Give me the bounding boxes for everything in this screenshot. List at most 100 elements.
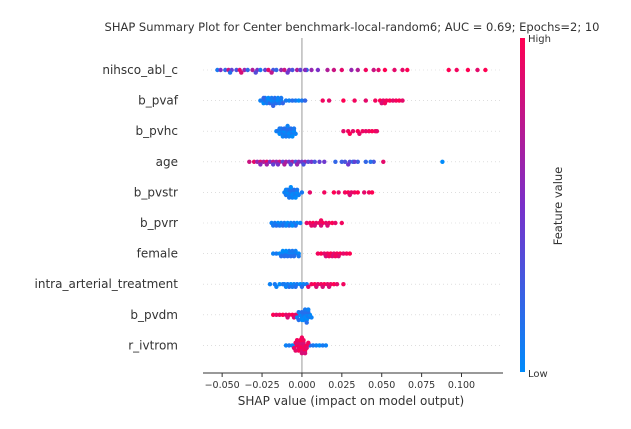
shap-point — [352, 98, 357, 103]
shap-point — [393, 98, 399, 103]
shap-point — [293, 223, 298, 228]
feature-label: r_ivtrom — [128, 338, 178, 352]
row-guide-lines — [203, 69, 503, 346]
shap-point — [326, 98, 332, 103]
shap-point — [350, 129, 356, 134]
shap-point — [255, 159, 260, 164]
shap-point — [347, 251, 352, 256]
shap-point — [360, 129, 365, 134]
shap-point — [446, 67, 451, 73]
colorbar-high-label: High — [528, 34, 551, 45]
shap-point — [302, 98, 308, 103]
feature-label: nihsco_abl_c — [102, 63, 178, 77]
shap-point — [288, 185, 293, 190]
x-tick-label: 0.000 — [288, 380, 315, 391]
feature-label: female — [137, 247, 178, 261]
shap-point — [274, 67, 279, 73]
shap-point — [290, 223, 295, 228]
shap-point — [258, 67, 263, 73]
shap-point — [283, 98, 289, 103]
shap-point — [287, 223, 292, 228]
x-tick-label: −0.025 — [244, 380, 279, 391]
shap-point — [274, 223, 279, 228]
shap-point — [280, 248, 285, 254]
shap-point — [274, 284, 279, 289]
shap-point — [339, 220, 344, 226]
shap-point — [314, 284, 319, 289]
shap-point — [288, 126, 293, 131]
x-tick-label: −0.050 — [205, 380, 240, 391]
shap-point — [333, 220, 338, 226]
shap-point — [483, 67, 488, 73]
shap-point — [218, 67, 223, 73]
shap-point — [363, 67, 368, 73]
x-tick-label: 0.100 — [448, 380, 475, 391]
shap-point — [376, 67, 381, 73]
shap-point — [283, 284, 289, 289]
shap-point — [320, 98, 325, 103]
shap-point — [369, 190, 375, 195]
shap-point — [318, 223, 324, 228]
shap-point — [312, 223, 317, 228]
shap-point — [283, 248, 289, 254]
shap-point — [290, 284, 295, 289]
colorbar — [520, 38, 525, 372]
shap-point — [282, 254, 287, 259]
shap-point — [322, 159, 327, 164]
shap-point — [306, 284, 311, 289]
shap-point — [283, 134, 289, 139]
shap-point — [302, 307, 308, 312]
shap-point — [349, 67, 354, 73]
shap-point — [331, 282, 337, 287]
shap-point — [323, 254, 329, 259]
shap-point — [352, 159, 357, 164]
shap-point — [346, 162, 351, 167]
shap-point — [333, 159, 338, 164]
shap-point — [299, 317, 305, 323]
shap-point — [309, 223, 314, 228]
shap-point — [306, 340, 311, 345]
shap-point — [215, 67, 220, 73]
shap-point — [275, 95, 281, 101]
shap-point — [287, 195, 292, 200]
shap-points — [215, 67, 488, 356]
shap-point — [290, 98, 295, 103]
feature-label: intra_arterial_treatment — [35, 277, 179, 291]
shap-point — [282, 162, 287, 167]
shap-point — [258, 162, 263, 167]
shap-point — [355, 67, 360, 73]
shap-point — [363, 98, 368, 103]
shap-point — [299, 190, 305, 195]
shap-point — [369, 129, 375, 134]
shap-point — [287, 134, 292, 139]
shap-point — [352, 190, 357, 195]
shap-point — [322, 190, 327, 195]
shap-point — [287, 284, 292, 289]
shap-point — [333, 254, 338, 259]
shap-point — [271, 103, 276, 109]
shap-point — [279, 95, 284, 101]
shap-point — [269, 95, 274, 101]
shap-point — [366, 129, 372, 134]
shap-point — [291, 126, 297, 131]
shap-point — [277, 223, 282, 228]
shap-point — [342, 159, 348, 164]
x-axis: −0.050 −0.025 0.000 0.025 0.050 0.075 0.100 — [203, 372, 503, 391]
shap-point — [382, 101, 388, 106]
shap-point — [344, 251, 349, 256]
shap-point — [247, 159, 252, 164]
shap-point — [242, 67, 247, 73]
shap-point — [285, 254, 290, 259]
shap-point — [304, 220, 309, 226]
shap-point — [302, 351, 308, 356]
shap-point — [400, 98, 405, 103]
x-tick-label: 0.075 — [408, 380, 435, 391]
shap-point — [299, 335, 305, 340]
shap-point — [293, 284, 298, 289]
shap-point — [317, 343, 322, 348]
shap-point — [271, 312, 276, 317]
shap-point — [283, 223, 289, 228]
shap-point — [390, 98, 396, 103]
shap-point — [310, 343, 316, 348]
